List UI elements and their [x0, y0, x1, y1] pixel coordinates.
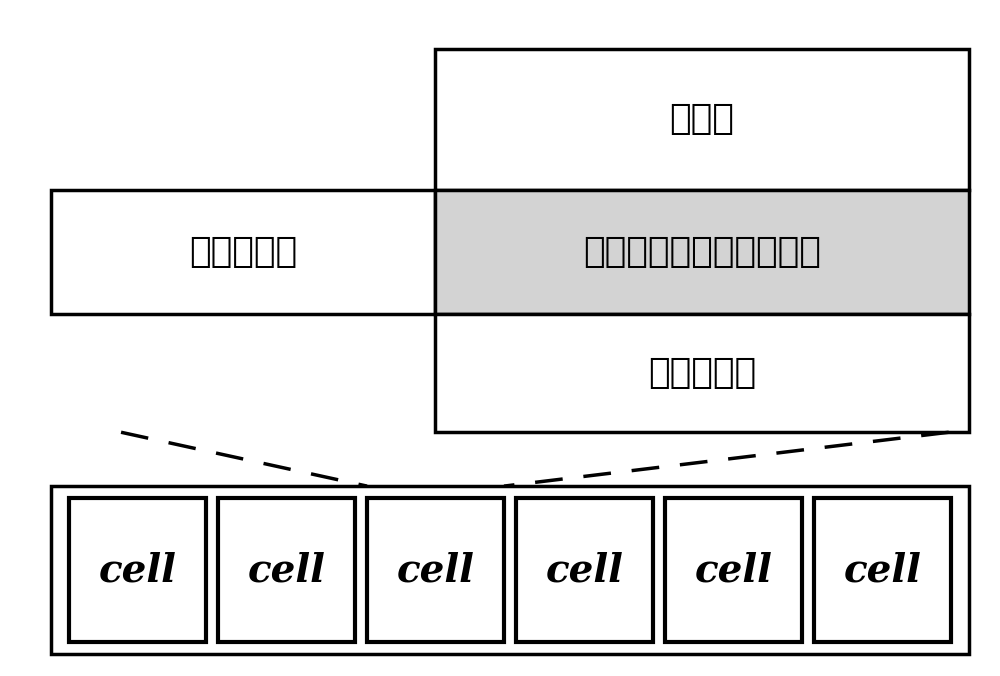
Text: 写成功机制: 写成功机制	[189, 235, 297, 269]
Bar	[516, 498, 653, 642]
Bar	[665, 498, 802, 642]
Bar	[218, 498, 355, 642]
Text: 初始化: 初始化	[670, 102, 734, 136]
Text: cell: cell	[843, 551, 921, 589]
Bar	[435, 49, 969, 190]
Bar	[51, 190, 435, 314]
Bar	[814, 498, 951, 642]
Text: cell: cell	[694, 551, 772, 589]
Text: cell: cell	[545, 551, 623, 589]
Text: cell: cell	[397, 551, 474, 589]
Bar	[435, 190, 969, 314]
Bar	[367, 498, 504, 642]
Text: cell: cell	[248, 551, 326, 589]
Bar	[435, 314, 969, 432]
Text: 读成功机制: 读成功机制	[648, 356, 756, 390]
Text: 结点属性存储器单元数据: 结点属性存储器单元数据	[583, 235, 821, 269]
Bar	[51, 486, 969, 654]
Text: cell: cell	[99, 551, 177, 589]
Bar	[69, 498, 206, 642]
